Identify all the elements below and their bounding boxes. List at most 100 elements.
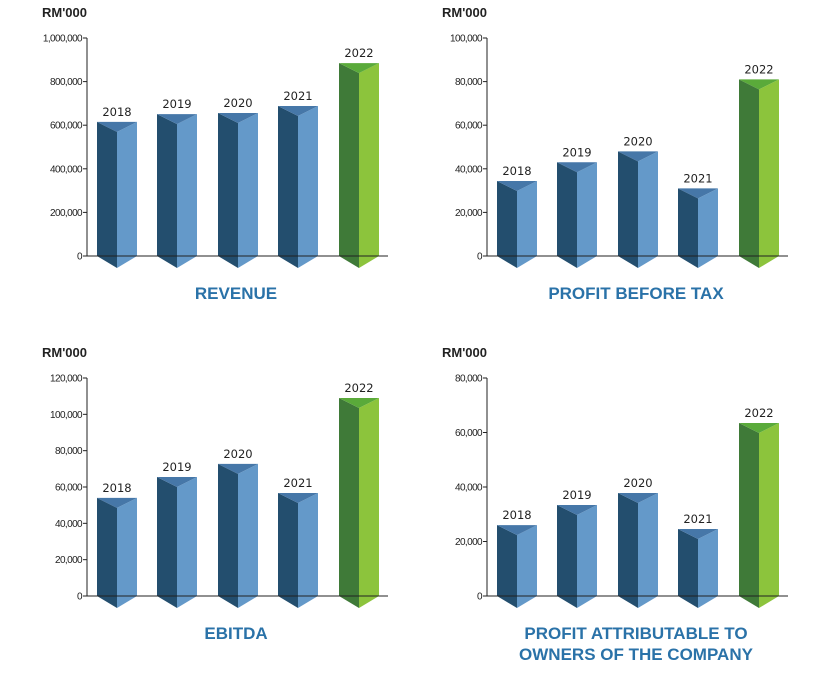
y-tick-label: 0 [477, 592, 483, 603]
chart-3: RM'000 0 20,000 40,000 60,000 80,000 100,000 12… [42, 345, 388, 643]
bar-year-label: 2019 [562, 488, 591, 502]
bar-right-face [117, 121, 137, 269]
bar-right-face [577, 162, 597, 268]
bar-cap [278, 106, 318, 117]
bar-left-face [278, 106, 298, 269]
bar-left-face [339, 397, 359, 608]
chart-1: RM'000 0 200,000 400,000 600,000 800,000 1,000… [42, 5, 388, 303]
y-tick-label: 100,000 [50, 410, 83, 421]
y-tick-label: 120,000 [50, 374, 83, 385]
bar-cap [339, 63, 379, 74]
bar-left-face [157, 477, 177, 608]
chart-title: PROFIT BEFORE TAX [548, 284, 724, 303]
bar-cap [157, 114, 197, 125]
y-tick-label: 40,000 [455, 483, 483, 494]
bar-2018 [97, 497, 137, 608]
bar-right-face [238, 463, 258, 608]
bar-2020 [618, 151, 658, 268]
bar-right-face [638, 151, 658, 268]
bar-2021 [278, 106, 318, 269]
bar-2018 [497, 525, 537, 608]
bar-right-face [517, 181, 537, 268]
bar-left-face [97, 121, 117, 269]
bar-year-label: 2020 [223, 96, 252, 110]
bar-right-face [359, 63, 379, 268]
bar-left-face [218, 463, 238, 608]
bar-2020 [218, 112, 258, 268]
bar-left-face [339, 63, 359, 268]
bar-year-label: 2022 [744, 62, 773, 76]
bar-left-face [157, 114, 177, 268]
y-tick-label: 20,000 [455, 537, 483, 548]
chart-2: RM'000 0 20,000 40,000 60,000 80,000 100,000 20… [442, 5, 788, 303]
bar-left-face [739, 79, 759, 268]
chart-4: RM'000 0 20,000 40,000 60,000 80,000 2018 2019 2… [442, 345, 788, 664]
y-tick-label: 0 [77, 592, 83, 603]
bar-cap [339, 397, 379, 408]
bar-right-face [698, 528, 718, 608]
bar-year-label: 2020 [623, 476, 652, 490]
bar-2020 [618, 492, 658, 608]
bar-2022 [339, 397, 379, 608]
unit-label: RM'000 [42, 5, 87, 20]
bar-right-face [238, 112, 258, 268]
bar-right-face [638, 492, 658, 608]
bar-left-face [618, 492, 638, 608]
bar-year-label: 2018 [102, 481, 131, 495]
bar-left-face [618, 151, 638, 268]
bar-2019 [557, 504, 597, 608]
bar-right-face [759, 422, 779, 608]
unit-label: RM'000 [442, 5, 487, 20]
bar-cap [218, 112, 258, 123]
bar-year-label: 2020 [223, 447, 252, 461]
y-tick-label: 800,000 [50, 77, 83, 88]
y-tick-label: 80,000 [455, 374, 483, 385]
y-tick-label: 60,000 [455, 428, 483, 439]
bar-year-label: 2019 [162, 97, 191, 111]
y-tick-label: 200,000 [50, 208, 83, 219]
bar-cap [278, 492, 318, 503]
bar-left-face [557, 162, 577, 268]
bar-2022 [739, 79, 779, 268]
bar-year-label: 2021 [283, 89, 312, 103]
bar-cap [618, 492, 658, 503]
y-tick-label: 0 [77, 252, 83, 263]
y-tick-label: 100,000 [450, 34, 483, 45]
bar-year-label: 2018 [502, 164, 531, 178]
bar-right-face [759, 79, 779, 268]
y-tick-label: 60,000 [55, 483, 83, 494]
bar-left-face [557, 504, 577, 608]
bar-right-face [298, 106, 318, 269]
y-tick-label: 40,000 [455, 164, 483, 175]
bar-2019 [557, 162, 597, 268]
bar-cap [497, 181, 537, 192]
y-tick-label: 20,000 [55, 555, 83, 566]
y-tick-label: 20,000 [455, 208, 483, 219]
bar-left-face [497, 525, 517, 608]
bar-year-label: 2022 [344, 381, 373, 395]
bar-2018 [97, 121, 137, 269]
bar-year-label: 2022 [344, 46, 373, 60]
bar-right-face [298, 492, 318, 608]
chart-title: OWNERS OF THE COMPANY [519, 645, 754, 664]
bar-left-face [278, 492, 298, 608]
bar-left-face [678, 188, 698, 268]
bar-2018 [497, 181, 537, 268]
chart-title: PROFIT ATTRIBUTABLE TO [524, 624, 747, 643]
bar-2019 [157, 114, 197, 268]
y-tick-label: 600,000 [50, 121, 83, 132]
y-tick-label: 60,000 [455, 121, 483, 132]
bar-year-label: 2019 [562, 145, 591, 159]
bar-2022 [739, 422, 779, 608]
bar-2020 [218, 463, 258, 608]
bar-year-label: 2021 [683, 512, 712, 526]
bar-cap [678, 528, 718, 539]
bar-2022 [339, 63, 379, 268]
bar-cap [678, 188, 718, 199]
bar-left-face [218, 112, 238, 268]
bar-cap [497, 525, 537, 536]
bar-right-face [517, 525, 537, 608]
bar-cap [157, 477, 197, 488]
